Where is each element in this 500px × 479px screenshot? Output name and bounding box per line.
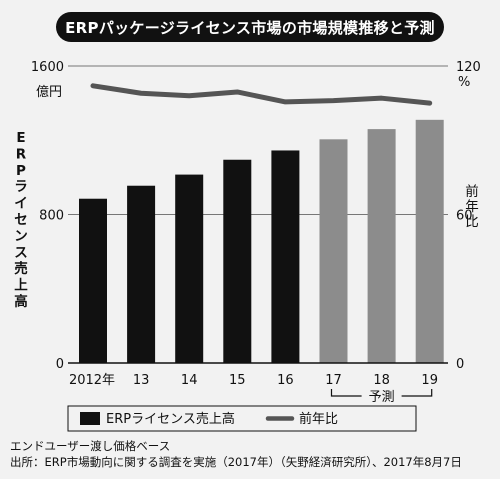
x-tick-label: 13 [133,373,150,388]
x-tick-label: 15 [229,373,246,388]
bar-2 [127,185,156,363]
x-tick-label: 18 [373,373,390,388]
bar-6 [319,139,348,363]
legend-box [67,405,417,432]
note-source: 出所：ERP市場動向に関する調査を実施（2017年）（矢野経済研究所）、2017… [10,455,462,469]
x-tick-labels: 2012年 13 14 15 16 17 18 19 [69,373,438,388]
line-series [90,83,433,106]
right-tick-label: 60 [456,209,473,224]
bar-3 [175,174,204,363]
left-tick-label: 800 [39,209,64,224]
left-axis-ticks: 1600 800 0 億円 [31,60,64,372]
bar-series [79,119,444,363]
x-tick-label: 16 [277,373,294,388]
right-tick-label: 0 [456,357,464,372]
forecast-label-bg [361,387,402,405]
bar-5 [271,150,300,363]
forecast-label: 予測 [369,390,395,405]
legend-line-label: 前年比 [299,411,338,427]
x-tick-label: 14 [181,373,198,388]
right-axis-ticks: 120 60 0% [456,60,481,372]
legend: ERPライセンス売上高 前年比 [67,405,417,432]
x-tick-label: 2012年 [69,373,115,388]
left-tick-label: 1600 [31,60,64,75]
bar-7 [367,129,396,363]
bar-4 [223,159,252,363]
chart-title: ERPパッケージライセンス市場の市場規模推移と予測 [56,12,444,42]
right-axis-title: 前年比 [465,183,479,230]
note-price-basis: エンドユーザー渡し価格ベース [10,439,171,453]
yoy-line [90,83,433,106]
right-axis-unit: % [458,75,470,90]
forecast-bracket: 予測 [330,387,433,405]
x-tick-label: 19 [421,373,438,388]
left-tick-label: 0 [56,357,64,372]
bar-8 [415,119,444,363]
bar-1 [79,198,107,363]
legend-bar-swatch [80,412,100,425]
chart-notes: エンドユーザー渡し価格ベース 出所：ERP市場動向に関する調査を実施（2017年… [10,438,494,470]
legend-bar-label: ERPライセンス売上高 [106,411,235,427]
left-axis-unit: 億円 [36,84,62,100]
x-tick-label: 17 [325,373,342,388]
axis-titles: E R P ライセンス売上高 前年比 [14,130,479,310]
left-axis-title: E R P ライセンス売上高 [14,130,28,310]
right-tick-label: 120 [456,60,481,75]
